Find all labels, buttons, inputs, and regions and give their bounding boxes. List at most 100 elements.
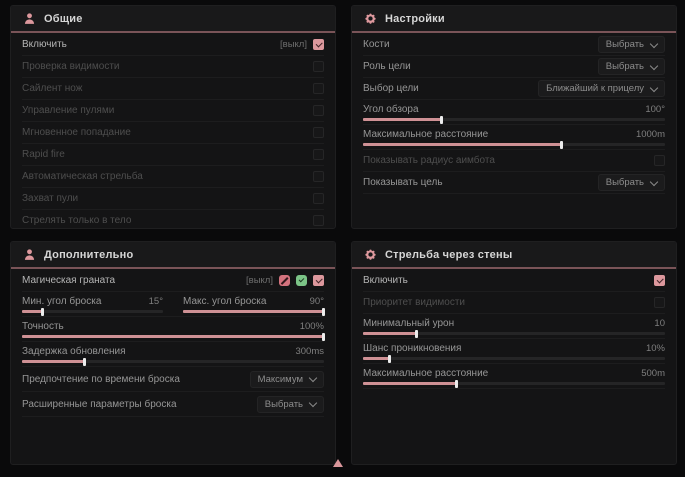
- up-arrow-indicator: [333, 459, 343, 467]
- max-throw-angle-slider[interactable]: [183, 307, 325, 316]
- setting-label: Угол обзора: [363, 104, 419, 115]
- slider-handle[interactable]: [322, 332, 325, 341]
- bones-select[interactable]: Выбрать: [597, 36, 665, 53]
- row-enable: Включить [выкл]: [22, 34, 324, 56]
- panel-title: Общие: [44, 12, 83, 25]
- panel-settings-header: Настройки: [352, 6, 676, 33]
- show-target-select[interactable]: Выбрать: [597, 174, 665, 191]
- slider-value: 100°: [645, 104, 665, 115]
- row-wallbang-max-distance: Максимальное расстояние 500m: [363, 364, 665, 389]
- setting-label: Расширенные параметры броска: [22, 398, 177, 410]
- checkbox-unchecked[interactable]: [313, 127, 324, 138]
- setting-label: Задержка обновления: [22, 346, 126, 357]
- keybind-state: [выкл]: [246, 275, 273, 286]
- slider-handle[interactable]: [41, 307, 45, 316]
- checkbox-unchecked[interactable]: [313, 149, 324, 160]
- fov-slider[interactable]: [363, 115, 665, 124]
- checkbox-unchecked[interactable]: [313, 215, 324, 226]
- advanced-throw-select[interactable]: Выбрать: [256, 395, 324, 413]
- slider-handle[interactable]: [322, 307, 325, 316]
- slider-handle[interactable]: [83, 357, 87, 366]
- row-body-only: Стрелять только в тело: [22, 210, 324, 228]
- badge-icon-pink[interactable]: [279, 275, 290, 286]
- wallbang-max-distance-slider[interactable]: [363, 379, 665, 388]
- panel-title: Дополнительно: [44, 248, 134, 261]
- slider-handle[interactable]: [388, 354, 392, 363]
- throw-time-pref-select[interactable]: Максимум: [249, 370, 324, 388]
- panel-wallbang: Стрельба через стены Включить Приоритет …: [351, 241, 677, 465]
- panel-advanced-header: Дополнительно: [11, 242, 335, 269]
- checkbox-unchecked[interactable]: [313, 193, 324, 204]
- penetration-chance-slider[interactable]: [363, 354, 665, 363]
- select-value: Выбрать: [605, 61, 644, 72]
- slider-value: 10: [654, 318, 665, 329]
- max-throw-angle-cell: Макс. угол броска 90°: [183, 292, 325, 316]
- max-distance-slider[interactable]: [363, 140, 665, 149]
- row-rapid-fire: Rapid fire: [22, 144, 324, 166]
- slider-fill: [22, 332, 325, 341]
- panel-advanced: Дополнительно Магическая граната [выкл] …: [10, 241, 336, 465]
- setting-label: Точность: [22, 321, 64, 332]
- person-icon: [23, 12, 36, 25]
- min-throw-angle-slider[interactable]: [22, 307, 163, 316]
- row-penetration-chance: Шанс проникновения 10%: [363, 339, 665, 364]
- checkbox-unchecked[interactable]: [313, 105, 324, 116]
- slider-handle[interactable]: [454, 379, 458, 388]
- panel-general: Общие Включить [выкл] Проверка видимости…: [10, 5, 336, 229]
- row-advanced-throw: Расширенные параметры броска Выбрать: [22, 392, 324, 417]
- chevron-down-icon: [649, 83, 659, 92]
- slider-handle[interactable]: [415, 329, 419, 338]
- slider-fill: [363, 115, 443, 124]
- setting-label: Включить: [363, 275, 408, 286]
- setting-label: Выбор цели: [363, 83, 419, 94]
- row-instant-hit: Мгновенное попадание: [22, 122, 324, 144]
- setting-label: Максимальное расстояние: [363, 129, 489, 140]
- badge-icon-green[interactable]: [296, 275, 307, 286]
- select-value: Выбрать: [605, 39, 644, 50]
- panel-general-header: Общие: [11, 6, 335, 33]
- row-bones: Кости Выбрать: [363, 34, 665, 56]
- checkbox-checked[interactable]: [654, 275, 665, 286]
- checkbox-unchecked[interactable]: [313, 171, 324, 182]
- min-throw-angle-cell: Мин. угол броска 15°: [22, 292, 163, 316]
- slider-value: 15°: [148, 296, 163, 307]
- checkbox-unchecked[interactable]: [654, 155, 665, 166]
- row-max-distance: Максимальное расстояние 1000m: [363, 125, 665, 150]
- slider-fill: [22, 307, 45, 316]
- slider-value: 100%: [299, 321, 324, 332]
- row-fov: Угол обзора 100°: [363, 100, 665, 125]
- checkbox-unchecked[interactable]: [654, 297, 665, 308]
- setting-label: Предпочтение по времени броска: [22, 373, 180, 385]
- setting-label: Шанс проникновения: [363, 343, 462, 354]
- panel-settings: Настройки Кости Выбрать Роль цели Выбрат…: [351, 5, 677, 229]
- setting-label: Приоритет видимости: [363, 297, 466, 308]
- slider-fill: [363, 140, 564, 149]
- row-show-target: Показывать цель Выбрать: [363, 172, 665, 194]
- setting-label: Управление пулями: [22, 105, 115, 116]
- update-delay-slider[interactable]: [22, 357, 324, 366]
- accuracy-slider[interactable]: [22, 332, 325, 341]
- target-role-select[interactable]: Выбрать: [597, 58, 665, 75]
- checkbox-checked[interactable]: [313, 275, 324, 286]
- setting-label: Rapid fire: [22, 149, 65, 160]
- min-damage-slider[interactable]: [363, 329, 665, 338]
- row-visibility-check: Проверка видимости: [22, 56, 324, 78]
- setting-label: Роль цели: [363, 61, 411, 72]
- row-visibility-priority: Приоритет видимости: [363, 292, 665, 314]
- slider-value: 90°: [309, 296, 324, 307]
- setting-label: Включить: [22, 39, 67, 50]
- slider-handle[interactable]: [439, 115, 443, 124]
- checkbox-checked[interactable]: [313, 39, 324, 50]
- checkbox-unchecked[interactable]: [313, 61, 324, 72]
- row-auto-fire: Автоматическая стрельба: [22, 166, 324, 188]
- checkbox-unchecked[interactable]: [313, 83, 324, 94]
- gear-icon: [364, 248, 377, 261]
- row-bullet-capture: Захват пули: [22, 188, 324, 210]
- setting-label: Показывать радиус аимбота: [363, 155, 495, 166]
- slider-handle[interactable]: [560, 140, 564, 149]
- slider-fill: [363, 329, 419, 338]
- row-throw-angles: Мин. угол броска 15° Макс. угол броска 9…: [22, 292, 325, 317]
- person-icon: [23, 248, 36, 261]
- row-magic-grenade: Магическая граната [выкл]: [22, 270, 324, 292]
- target-selection-select[interactable]: Ближайший к прицелу: [538, 80, 665, 97]
